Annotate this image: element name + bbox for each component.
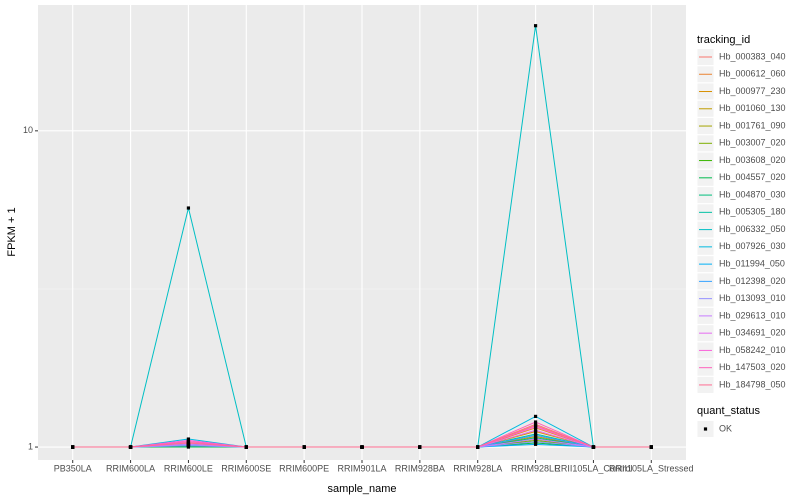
data-point (591, 445, 596, 449)
data-point (533, 420, 538, 424)
legend-label: Hb_058242_010 (719, 345, 786, 355)
legend-label: Hb_001060_130 (719, 103, 786, 113)
legend-label: Hb_004870_030 (719, 189, 786, 199)
legend-label: Hb_034691_020 (719, 328, 786, 338)
data-point (533, 437, 538, 441)
legend-label: Hb_005305_180 (719, 207, 786, 217)
x-tick-label: RRIM600SE (221, 463, 271, 473)
legend-swatch (703, 427, 708, 431)
x-tick-label: RRII105LA_Stressed (609, 463, 694, 473)
data-point (186, 206, 191, 210)
legend-label: Hb_029613_010 (719, 310, 786, 320)
x-tick-label: RRIM928LA (453, 463, 502, 473)
data-point (244, 445, 248, 449)
legend-label: Hb_013093_010 (719, 293, 786, 303)
data-point (128, 445, 133, 449)
data-point (533, 414, 538, 419)
data-point (476, 445, 480, 449)
data-point (649, 445, 653, 449)
legend-label: Hb_001761_090 (719, 120, 786, 130)
y-tick-label: 10 (23, 125, 33, 135)
legend-title: quant_status (697, 405, 760, 417)
legend-label: Hb_000612_060 (719, 69, 786, 79)
legend-label: OK (719, 423, 732, 433)
data-point (533, 440, 538, 444)
x-tick-label: RRIM901LA (337, 463, 386, 473)
data-point (533, 442, 538, 446)
legend-title: tracking_id (697, 34, 750, 46)
data-point (71, 445, 75, 449)
legend-label: Hb_000383_040 (719, 51, 786, 61)
legend-label: Hb_006332_050 (719, 224, 786, 234)
legend-label: Hb_007926_030 (719, 241, 786, 251)
data-point (533, 428, 538, 432)
x-tick-label: RRIM600LE (164, 463, 213, 473)
legend-label: Hb_184798_050 (719, 379, 786, 389)
x-tick-label: RRIM928LE (511, 463, 560, 473)
data-point (302, 445, 306, 449)
data-point (533, 423, 538, 428)
legend-label: Hb_012398_020 (719, 276, 786, 286)
legend-label: Hb_147503_020 (719, 362, 786, 372)
x-tick-label: RRIM928BA (395, 463, 445, 473)
x-tick-label: PB350LA (54, 463, 92, 473)
legend-label: Hb_000977_230 (719, 86, 786, 96)
x-tick-label: RRIM600LA (106, 463, 155, 473)
legend-label: Hb_003608_020 (719, 155, 786, 165)
legend-label: Hb_011994_050 (719, 258, 785, 268)
data-point (186, 441, 191, 445)
y-axis-title: FPKM + 1 (6, 207, 18, 256)
x-tick-label: RRII105LA_Control (554, 463, 632, 473)
y-tick-label: 1 (28, 441, 33, 451)
legend-label: Hb_004557_020 (719, 172, 786, 182)
x-tick-label: RRIM600PE (279, 463, 329, 473)
data-point (418, 445, 422, 449)
data-point (360, 445, 364, 449)
x-axis-title: sample_name (327, 483, 396, 495)
legend-label: Hb_003007_020 (719, 138, 786, 148)
data-point (533, 24, 538, 28)
data-point (533, 433, 538, 437)
